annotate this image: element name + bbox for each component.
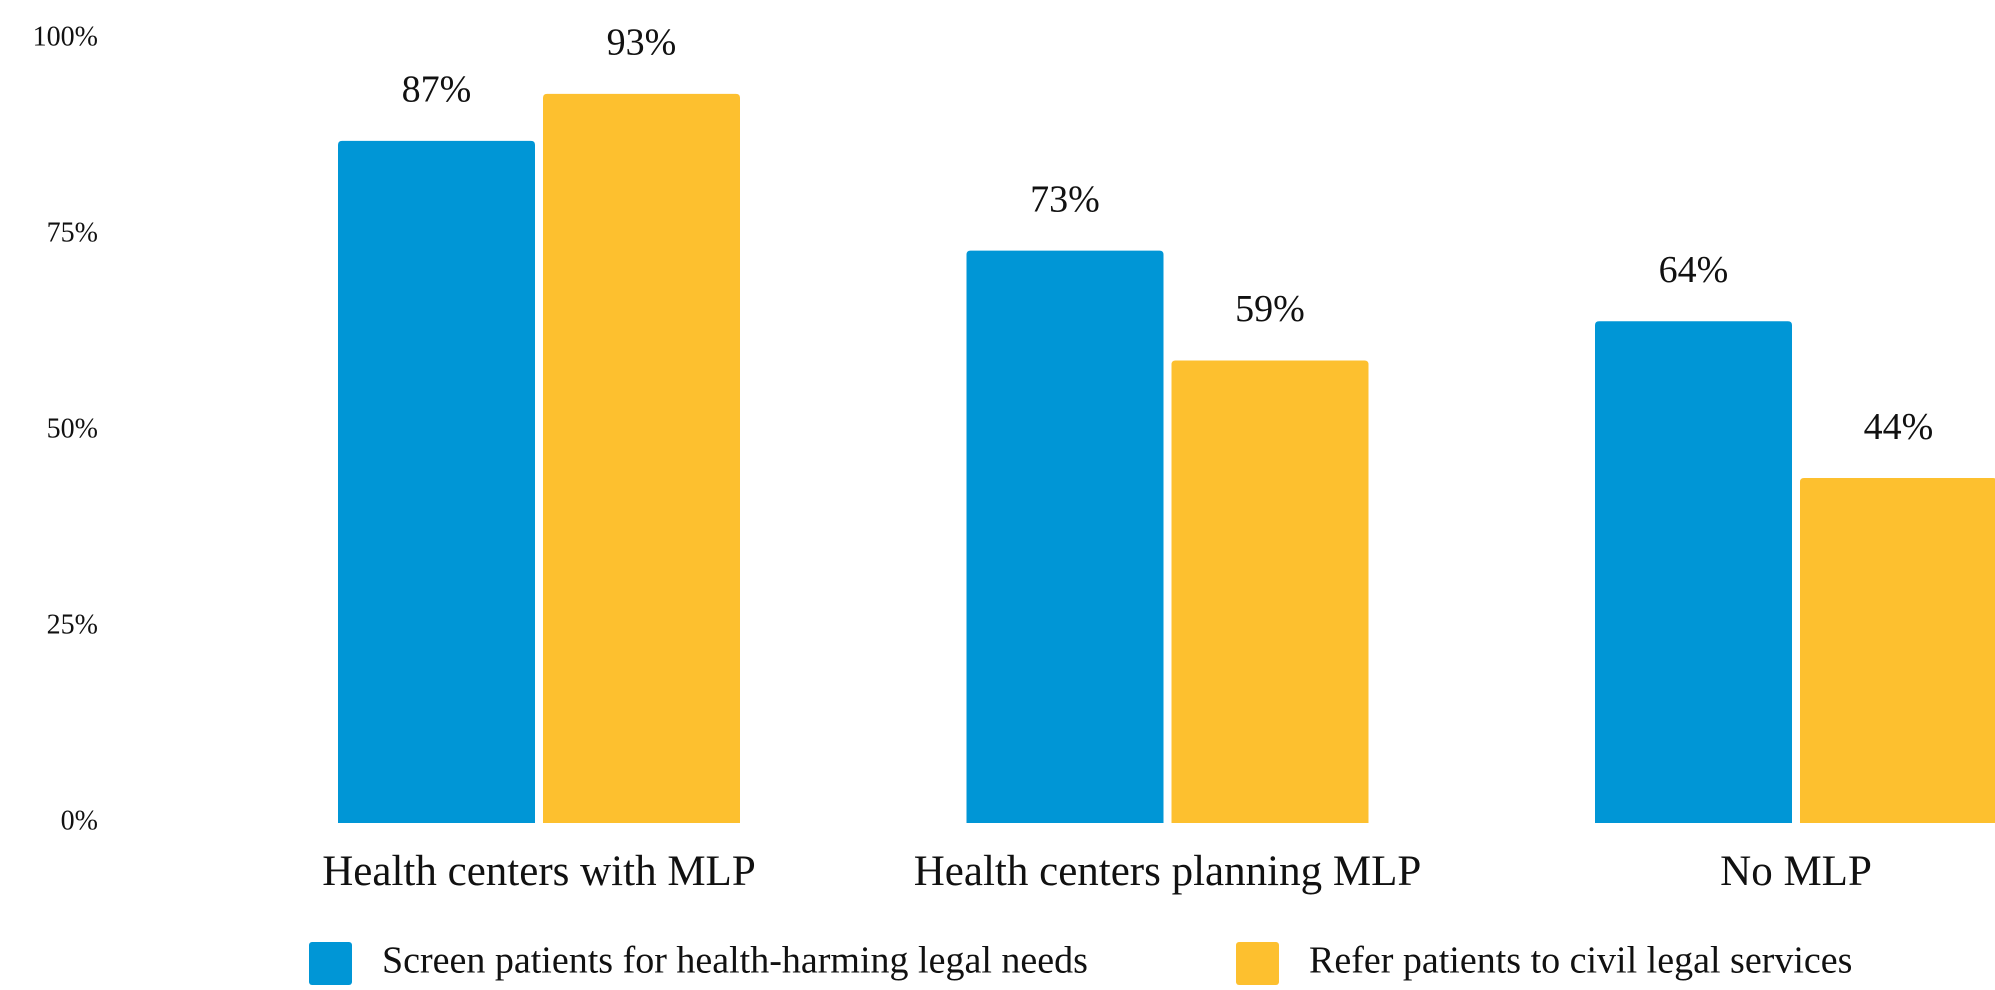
x-tick-label: No MLP xyxy=(1720,848,1872,895)
x-tick-label: Health centers with MLP xyxy=(322,848,756,895)
value-label: 73% xyxy=(1030,178,1100,220)
y-tick-label: 75% xyxy=(47,217,98,248)
value-label: 44% xyxy=(1864,406,1934,448)
x-tick-label: Health centers planning MLP xyxy=(914,848,1422,895)
legend-swatch xyxy=(309,942,352,985)
legend-label: Screen patients for health-harming legal… xyxy=(382,940,1088,982)
value-label: 93% xyxy=(607,22,677,64)
value-label: 64% xyxy=(1659,249,1729,291)
value-label: 59% xyxy=(1235,288,1305,330)
bar xyxy=(1595,321,1792,823)
value-label: 87% xyxy=(402,69,472,111)
legend-swatch xyxy=(1236,942,1279,985)
y-tick-label: 100% xyxy=(33,21,98,52)
y-tick-label: 50% xyxy=(47,413,98,444)
bar xyxy=(543,93,740,823)
bar xyxy=(966,250,1164,823)
bar xyxy=(338,140,535,824)
y-tick-label: 25% xyxy=(47,609,98,640)
legend-label: Refer patients to civil legal services xyxy=(1309,940,1852,982)
bar xyxy=(1171,360,1369,823)
y-tick-label: 0% xyxy=(61,805,98,836)
bar xyxy=(1800,478,1995,823)
